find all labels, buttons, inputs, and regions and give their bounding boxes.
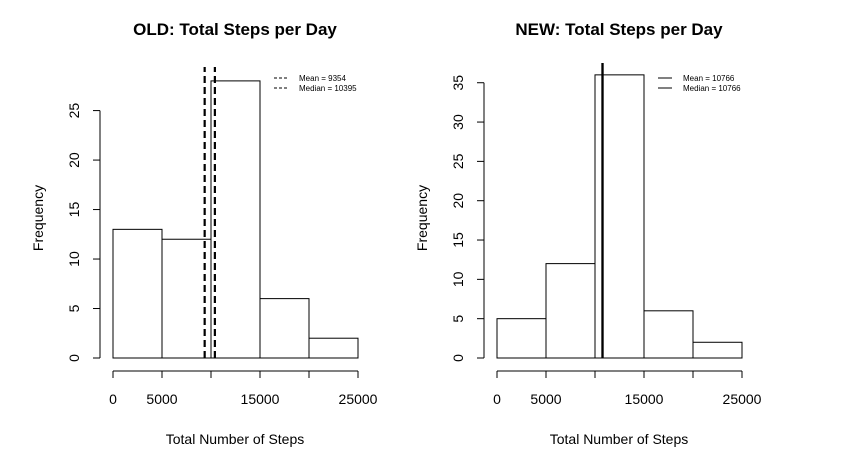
panel-old: OLD: Total Steps per Day Total Number of… xyxy=(30,20,378,447)
y-tick-label: 5 xyxy=(66,304,82,312)
reference-lines xyxy=(203,67,216,358)
histogram-bar xyxy=(496,318,547,359)
x-axis-label: Total Number of Steps xyxy=(166,431,305,447)
y-tick-label: 5 xyxy=(450,315,466,323)
chart-title: NEW: Total Steps per Day xyxy=(515,20,723,39)
histogram-bar xyxy=(545,263,596,359)
legend-label: Mean = 9354 xyxy=(299,74,346,83)
x-tick-label: 15000 xyxy=(241,391,280,407)
y-tick-label: 10 xyxy=(450,271,466,287)
y-axis: 0 5 10 15 20 25 xyxy=(66,103,101,362)
y-tick-label: 10 xyxy=(66,251,82,267)
legend-label: Median = 10395 xyxy=(299,84,357,93)
x-axis: 0 5000 15000 25000 xyxy=(109,370,378,407)
y-tick-label: 0 xyxy=(66,354,82,362)
y-tick-label: 25 xyxy=(66,103,82,119)
histogram-bar xyxy=(161,238,212,359)
y-tick-label: 20 xyxy=(66,152,82,168)
bars xyxy=(112,80,359,359)
x-tick-label: 25000 xyxy=(723,391,762,407)
y-tick-label: 15 xyxy=(450,232,466,248)
legend-label: Mean = 10766 xyxy=(683,74,735,83)
x-axis-label: Total Number of Steps xyxy=(550,431,689,447)
legend-label: Median = 10766 xyxy=(683,84,741,93)
chart-title: OLD: Total Steps per Day xyxy=(133,20,337,39)
x-tick-label: 5000 xyxy=(530,391,561,407)
histogram-bar xyxy=(210,80,261,359)
histogram-bar xyxy=(259,298,310,359)
x-tick-label: 25000 xyxy=(339,391,378,407)
y-axis-label: Frequency xyxy=(414,185,430,251)
y-tick-label: 0 xyxy=(450,354,466,362)
x-tick-label: 15000 xyxy=(625,391,664,407)
y-axis: 0 5 10 15 20 25 30 35 xyxy=(450,75,485,362)
bars xyxy=(496,74,743,359)
y-tick-label: 25 xyxy=(450,153,466,169)
y-tick-label: 20 xyxy=(450,193,466,209)
panel-new: NEW: Total Steps per Day Total Number of… xyxy=(414,20,762,447)
x-tick-label: 0 xyxy=(493,391,501,407)
histogram-bar xyxy=(692,341,743,359)
x-tick-label: 5000 xyxy=(146,391,177,407)
histogram-bar xyxy=(643,310,694,359)
y-tick-label: 35 xyxy=(450,75,466,91)
histogram-bar xyxy=(112,228,163,359)
y-tick-label: 15 xyxy=(66,202,82,218)
y-tick-label: 30 xyxy=(450,114,466,130)
x-axis: 0 5000 15000 25000 xyxy=(493,370,762,407)
histogram-bar xyxy=(308,337,359,359)
x-tick-label: 0 xyxy=(109,391,117,407)
y-axis-label: Frequency xyxy=(30,185,46,251)
